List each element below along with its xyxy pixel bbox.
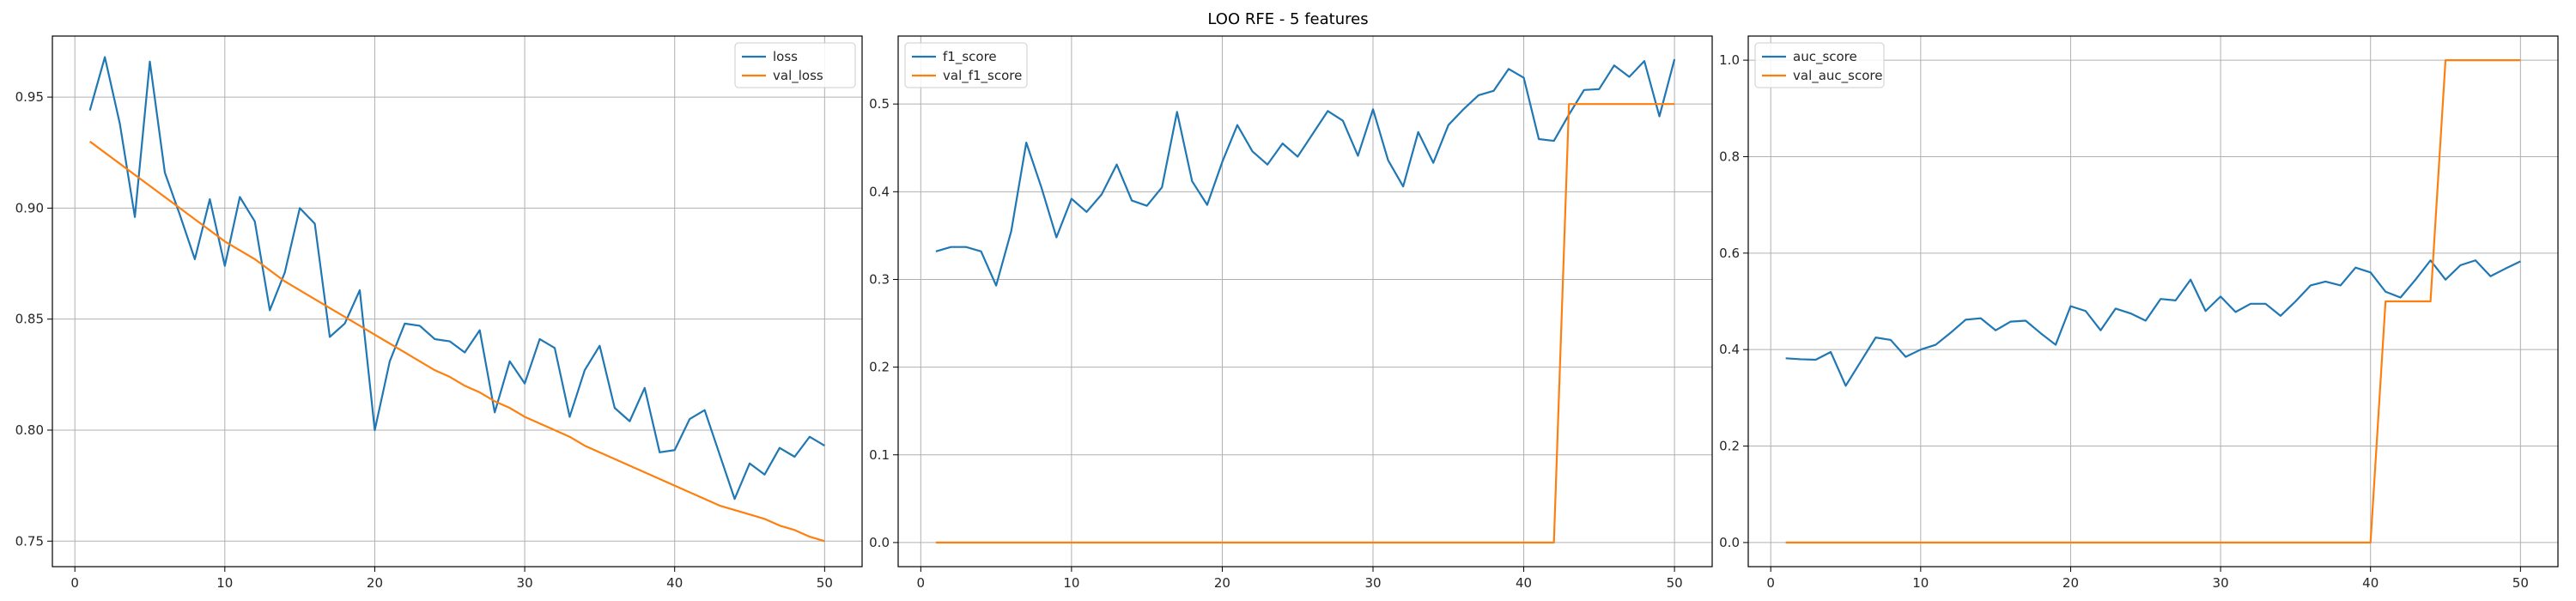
y-tick-label: 0.8 xyxy=(1719,149,1740,164)
y-tick-label: 0.80 xyxy=(15,422,44,438)
x-tick-label: 10 xyxy=(1063,575,1079,591)
x-tick-label: 20 xyxy=(367,575,383,591)
x-tick-label: 0 xyxy=(70,575,79,591)
x-tick-label: 40 xyxy=(1516,575,1532,591)
subplot-1: 0 10 20 30 40 50 0.75 0.80 0.85 0.90 0.95 loss val_l… xyxy=(15,35,863,591)
legend-label: val_f1_score xyxy=(943,68,1022,84)
y-tick-label: 0.2 xyxy=(1719,439,1740,454)
x-tick-label: 10 xyxy=(216,575,233,591)
legend-label: f1_score xyxy=(943,49,997,65)
series-line-val-f1-score xyxy=(935,103,1675,544)
y-tick-label: 0.6 xyxy=(1719,246,1740,261)
x-tick-label: 40 xyxy=(666,575,683,591)
x-tick-label: 50 xyxy=(2512,575,2529,591)
legend-label: loss xyxy=(773,49,798,64)
y-tick-label: 0.90 xyxy=(15,200,44,216)
y-tick-label: 0.85 xyxy=(15,312,44,327)
legend: auc_score val_auc_score xyxy=(1754,42,1885,88)
subplot-3: 0 10 20 30 40 50 0.0 0.2 0.4 0.6 0.8 1.0 auc_scoreva… xyxy=(1719,35,2559,591)
legend-label: val_loss xyxy=(773,68,823,84)
y-tick-label: 0.95 xyxy=(15,89,44,105)
legend-label: val_auc_score xyxy=(1793,68,1883,84)
y-tick-label: 0.75 xyxy=(15,533,44,549)
x-tick-label: 20 xyxy=(2063,575,2079,591)
y-tick-label: 0.0 xyxy=(1719,535,1740,550)
y-tick-label: 0.3 xyxy=(869,271,890,287)
series-line-auc-score xyxy=(1785,259,2521,387)
x-tick-label: 0 xyxy=(917,575,926,591)
x-tick-label: 30 xyxy=(2213,575,2229,591)
legend-box xyxy=(1754,42,1885,88)
x-tick-label: 50 xyxy=(1667,575,1683,591)
axes-frame xyxy=(1747,35,2559,568)
legend-label: auc_score xyxy=(1793,49,1857,65)
series-line-val-auc-score xyxy=(1785,58,2521,544)
y-tick-label: 0.2 xyxy=(869,360,890,375)
series-line-f1-score xyxy=(935,58,1676,287)
x-tick-label: 50 xyxy=(817,575,833,591)
series-line-loss xyxy=(88,56,825,501)
legend: loss val_loss xyxy=(734,42,856,88)
subplot-2: 0 10 20 30 40 50 0.0 0.1 0.2 0.3 0.4 0.5 f1_scoreval… xyxy=(869,35,1713,591)
y-tick-label: 0.4 xyxy=(1719,342,1740,357)
y-tick-label: 1.0 xyxy=(1719,52,1740,68)
series-line-val-loss xyxy=(89,140,825,543)
x-tick-label: 0 xyxy=(1766,575,1775,591)
x-tick-label: 30 xyxy=(1364,575,1381,591)
y-tick-label: 0.0 xyxy=(869,535,890,550)
y-tick-label: 0.5 xyxy=(869,96,890,112)
subplots: 0 10 20 30 40 500.750.800.850.900.95lossval_l… xyxy=(15,35,2559,591)
axes-frame xyxy=(52,35,863,568)
x-tick-label: 10 xyxy=(1912,575,1929,591)
x-tick-label: 20 xyxy=(1214,575,1230,591)
figure-title: LOO RFE - 5 features xyxy=(1207,10,1368,28)
legend: f1_score val_f1_score xyxy=(904,42,1028,88)
x-tick-label: 40 xyxy=(2362,575,2379,591)
y-tick-label: 0.1 xyxy=(869,447,890,463)
x-tick-label: 30 xyxy=(517,575,533,591)
axes-frame xyxy=(897,35,1713,568)
y-tick-label: 0.4 xyxy=(869,184,890,199)
